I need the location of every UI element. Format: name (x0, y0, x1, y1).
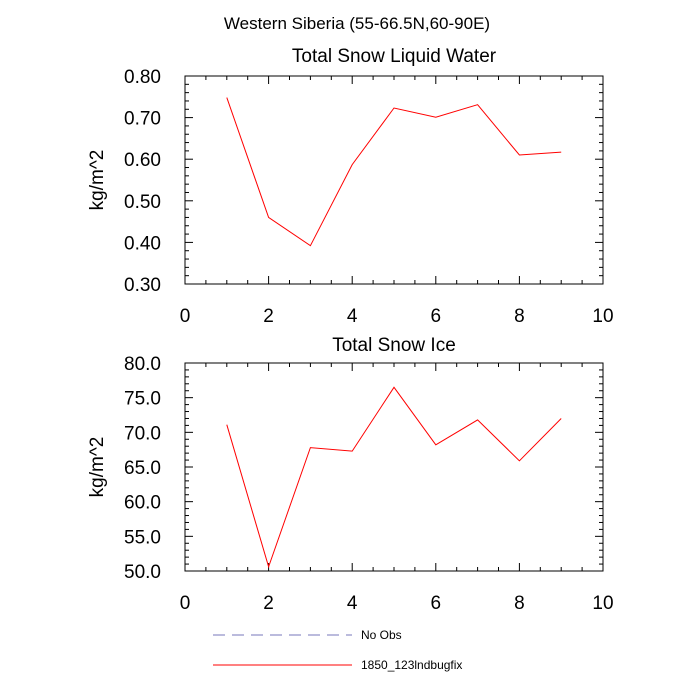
plot-frame (184, 362, 604, 572)
x-tick-label: 0 (180, 306, 191, 327)
x-tick-label: 10 (592, 593, 613, 614)
tick-label-group: 0 2 4 6 8 10 0.30 0.40 0.50 0.60 0.70 0.80 (124, 67, 614, 327)
chart-snow-liquid-water: Total Snow Liquid Water kg/m^2 0 2 4 6 8 10 0.… (87, 46, 614, 327)
series-group (226, 386, 562, 569)
legend-label-no-obs: No Obs (361, 628, 402, 642)
y-tick-label: 0.70 (124, 109, 161, 130)
y-tick-label: 0.60 (124, 150, 161, 171)
x-tick-label: 6 (431, 306, 442, 327)
series-line (226, 97, 562, 247)
y-tick-label: 75.0 (124, 389, 161, 410)
x-tick-label: 2 (263, 593, 274, 614)
y-tick-label: 70.0 (124, 423, 161, 444)
series-group (226, 97, 562, 247)
tick-group (184, 75, 604, 285)
x-tick-label: 8 (514, 593, 525, 614)
tick-label-group: 0 2 4 6 8 10 50.0 55.0 60.0 65.0 70.0 75.0 80.0 (124, 354, 614, 614)
legend: No Obs 1850_123lndbugfix (213, 628, 462, 672)
y-tick-label: 0.50 (124, 192, 161, 213)
chart-title: Total Snow Liquid Water (292, 46, 497, 67)
x-tick-label: 4 (347, 306, 358, 327)
y-tick-label: 80.0 (124, 354, 161, 375)
y-tick-label: 0.30 (124, 275, 161, 296)
x-tick-label: 2 (263, 306, 274, 327)
x-tick-label: 0 (180, 593, 191, 614)
y-tick-label: 60.0 (124, 493, 161, 514)
series-line (226, 386, 562, 569)
legend-label-1850-123lndbugfix: 1850_123lndbugfix (361, 658, 462, 672)
y-tick-label: 50.0 (124, 562, 161, 583)
y-axis-label: kg/m^2 (87, 437, 108, 498)
x-tick-label: 8 (514, 306, 525, 327)
y-tick-label: 0.40 (124, 233, 161, 254)
plot-frame (184, 75, 604, 285)
chart-snow-ice: Total Snow Ice kg/m^2 0 2 4 6 8 10 50.0 55.0 60.… (87, 335, 614, 614)
chart-title: Total Snow Ice (332, 335, 456, 356)
figure-title: Western Siberia (55-66.5N,60-90E) (224, 14, 490, 33)
x-tick-label: 4 (347, 593, 358, 614)
y-tick-label: 65.0 (124, 458, 161, 479)
y-tick-label: 0.80 (124, 67, 161, 88)
y-tick-label: 55.0 (124, 527, 161, 548)
x-tick-label: 10 (592, 306, 613, 327)
tick-group (184, 362, 604, 572)
y-axis-label: kg/m^2 (87, 150, 108, 211)
x-tick-label: 6 (431, 593, 442, 614)
